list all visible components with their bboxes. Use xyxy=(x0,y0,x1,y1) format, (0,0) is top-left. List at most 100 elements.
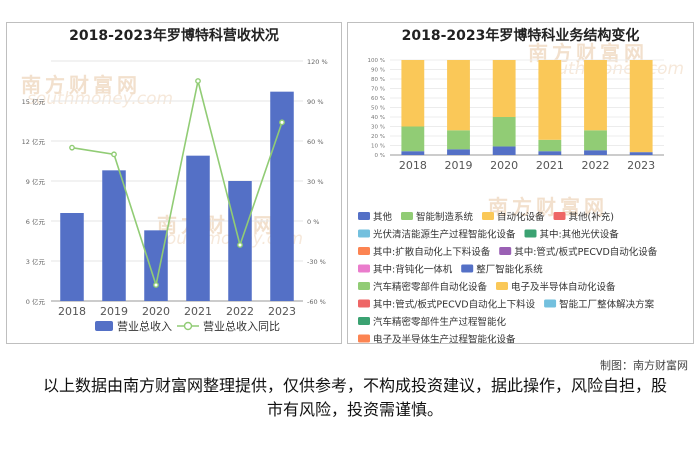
stacked-segment xyxy=(584,150,607,155)
right-tick-label: -30 % xyxy=(307,258,326,266)
legend-label: 其中:扩散自动化上下料设备 xyxy=(373,246,491,258)
stacked-segment xyxy=(401,151,425,155)
legend-swatch xyxy=(358,212,370,220)
legend-label: 营业总收入 xyxy=(117,319,172,333)
right-tick-label: 60 % xyxy=(307,138,324,146)
legend-swatch xyxy=(401,212,414,220)
legend-swatch xyxy=(358,247,370,255)
y-tick-label: 60 % xyxy=(371,96,385,102)
legend-label: 电子及半导体生产过程智能化设备 xyxy=(373,334,516,345)
left-tick-label: 3 亿元 xyxy=(26,257,46,266)
right-tick-label: 30 % xyxy=(307,178,324,186)
stacked-segment xyxy=(538,60,562,140)
stacked-segment xyxy=(538,139,562,152)
revenue-chart: -60 % -30 % 0 % 30 % 60 % 90 % 120 % 0 亿元 3 亿元 6 … xyxy=(22,58,328,333)
bar xyxy=(144,230,168,301)
y-tick-label: 40 % xyxy=(371,115,385,121)
right-tick-label: 90 % xyxy=(307,98,324,106)
y-tick-label: 100 % xyxy=(368,58,385,64)
credit-label: 制图：南方财富网 xyxy=(600,359,688,372)
structure-chart-panel: 南方财富网 southmoney.com 南方财富网 2018-2023年罗博特… xyxy=(347,22,694,344)
x-tick-label: 2023 xyxy=(627,159,655,172)
y-tick-label: 90 % xyxy=(371,68,385,74)
x-tick-label: 2021 xyxy=(184,305,212,318)
revenue-chart-panel: 南方财富网 southmoney.com 南方财富网 southmoney.co… xyxy=(6,22,342,344)
bar xyxy=(102,170,126,301)
stacked-segment xyxy=(629,152,653,155)
x-tick-label: 2019 xyxy=(100,305,128,318)
legend-swatch xyxy=(358,334,370,343)
y-tick-label: 10 % xyxy=(371,144,385,150)
x-tick-label: 2019 xyxy=(445,159,473,172)
right-tick-label: 120 % xyxy=(307,58,328,66)
yoy-point xyxy=(279,119,285,126)
stacked-segment xyxy=(401,126,425,152)
legend-swatch xyxy=(482,212,495,220)
chart-title: 2018-2023年罗博特科营收状况 xyxy=(69,28,279,44)
yoy-point xyxy=(237,242,243,248)
legend-label: 智能工厂整体解决方案 xyxy=(559,299,655,311)
bar xyxy=(270,91,294,302)
x-tick-label: 2022 xyxy=(226,305,254,318)
legend-swatch xyxy=(358,317,370,325)
stacked-segment xyxy=(538,151,562,155)
x-tick-label: 2022 xyxy=(582,159,610,172)
left-tick-label: 15 亿元 xyxy=(22,97,46,106)
yoy-line xyxy=(71,80,283,289)
legend-label: 自动化设备 xyxy=(497,211,545,223)
legend-swatch xyxy=(553,212,566,220)
legend-label: 整厂智能化系统 xyxy=(476,264,543,276)
legend-swatch xyxy=(499,247,512,255)
yoy-point xyxy=(69,144,75,151)
stacked-segment xyxy=(584,130,607,151)
legend-label: 其中:管式/板式PECVD自动化上下料设 xyxy=(373,299,536,311)
legend-swatch xyxy=(496,282,509,290)
legend-swatch xyxy=(544,299,557,308)
legend-label: 其中:管式/板式PECVD自动化设备 xyxy=(514,246,658,258)
stacked-segment xyxy=(492,60,516,117)
legend-label: 智能制造系统 xyxy=(416,211,474,223)
legend-label: 其中:其他光伏设备 xyxy=(540,229,620,241)
legend-swatch xyxy=(358,229,370,238)
y-tick-label: 30 % xyxy=(371,125,385,131)
legend-swatch xyxy=(358,264,370,273)
bar xyxy=(186,155,210,301)
legend-label: 光伏清洁能源生产过程智能化设备 xyxy=(373,229,516,241)
stacked-segment xyxy=(584,60,607,131)
bar xyxy=(60,213,84,301)
watermark: 南方财富网 xyxy=(21,73,141,97)
left-tick-label: 12 亿元 xyxy=(22,137,46,146)
stacked-segment xyxy=(447,60,470,131)
stacked-segment xyxy=(447,149,470,155)
left-tick-label: 0 亿元 xyxy=(26,297,46,306)
x-tick-label: 2021 xyxy=(536,159,564,172)
legend-swatch-point xyxy=(183,321,193,331)
x-tick-label: 2018 xyxy=(58,305,86,318)
x-tick-label: 2023 xyxy=(268,305,296,318)
y-tick-label: 0 % xyxy=(375,153,385,159)
y-tick-label: 20 % xyxy=(371,134,385,140)
x-tick-label: 2020 xyxy=(490,159,518,172)
legend-label: 汽车精密零部件生产过程智能化 xyxy=(373,316,507,328)
x-tick-label: 2018 xyxy=(399,159,427,172)
yoy-point xyxy=(195,78,201,84)
stacked-segment xyxy=(401,60,425,127)
stacked-segment xyxy=(447,130,470,150)
legend-swatch xyxy=(358,299,370,308)
chart-title: 2018-2023年罗博特科业务结构变化 xyxy=(401,28,640,44)
legend-label: 电子及半导体自动化设备 xyxy=(511,281,616,293)
yoy-point xyxy=(111,151,117,158)
watermark: 南方财富网 xyxy=(488,195,608,219)
legend-swatch xyxy=(358,282,370,290)
disclaimer-text: 以上数据由南方财富网整理提供，仅供参考，不构成投资建议，据此操作，风险自担，股市… xyxy=(42,376,667,419)
x-tick-label: 2020 xyxy=(142,305,170,318)
legend-label: 其他(补充) xyxy=(569,211,614,223)
y-tick-label: 70 % xyxy=(371,87,385,93)
legend-label: 营业总收入同比 xyxy=(203,319,280,333)
legend-swatch xyxy=(461,264,474,273)
watermark: 南方财富网 xyxy=(157,213,277,237)
watermark-site: southmoney.com xyxy=(27,89,174,109)
legend-swatch xyxy=(524,229,537,238)
legend-label: 其中:背钝化一体机 xyxy=(373,264,453,276)
y-tick-label: 50 % xyxy=(371,106,385,112)
